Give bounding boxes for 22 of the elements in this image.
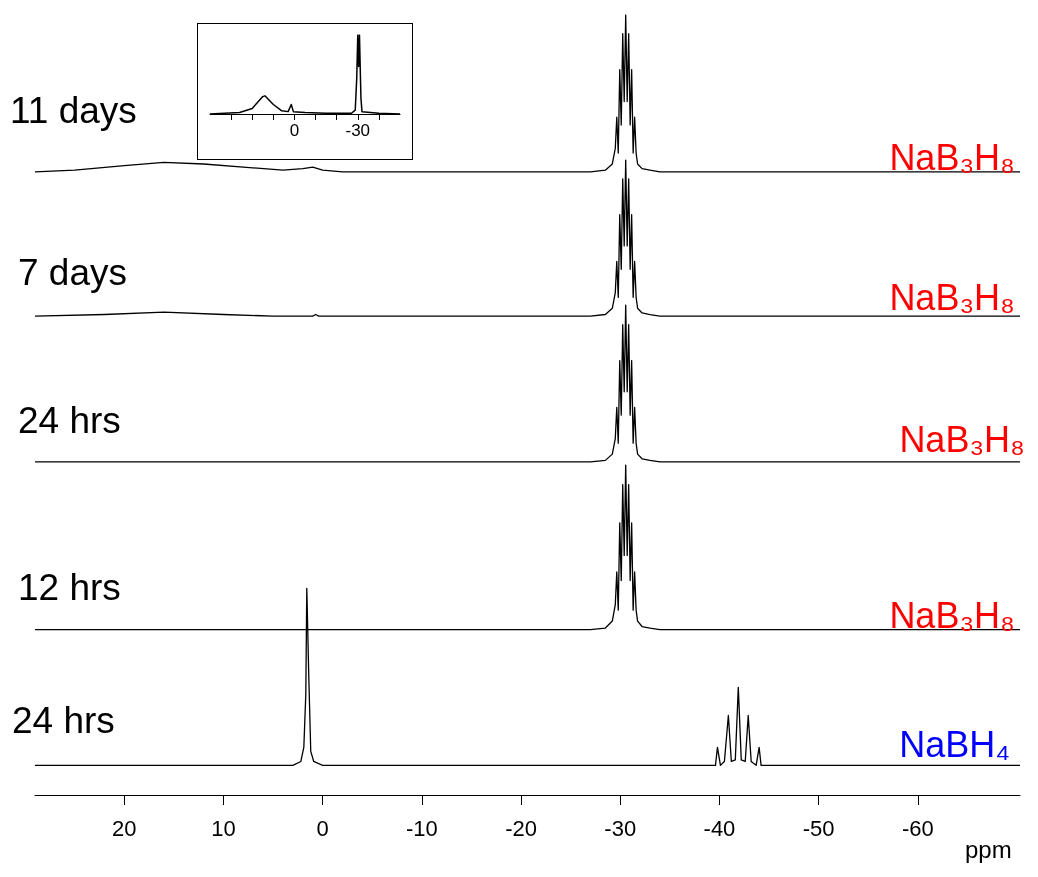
- x-tick-label: 10: [211, 815, 236, 841]
- x-axis-title: ppm: [965, 836, 1012, 864]
- x-tick-label: 0: [316, 815, 329, 841]
- series-label: 7 days: [18, 252, 128, 293]
- series-label: 24 hrs: [18, 400, 121, 441]
- x-tick-label: -50: [802, 815, 835, 841]
- x-tick-label: -10: [405, 815, 438, 841]
- x-tick-label: -30: [604, 815, 637, 841]
- x-tick-label: -60: [901, 815, 934, 841]
- annotation: NaB₃H₈: [889, 595, 1015, 636]
- x-tick-label: -40: [703, 815, 736, 841]
- annotation: NaB₃H₈: [899, 419, 1025, 460]
- x-tick-label: -30: [345, 121, 371, 140]
- x-tick-label: -20: [505, 815, 537, 841]
- annotation: NaB₃H₈: [889, 277, 1015, 318]
- x-tick-label: 0: [289, 121, 300, 140]
- series-label: 24 hrs: [12, 700, 115, 741]
- x-tick-label: 20: [112, 815, 137, 841]
- annotation: NaB₃H₈: [889, 137, 1015, 178]
- annotation: NaBH₄: [899, 724, 1010, 765]
- series-label: 11 days: [10, 90, 137, 131]
- series-label: 12 hrs: [18, 567, 121, 608]
